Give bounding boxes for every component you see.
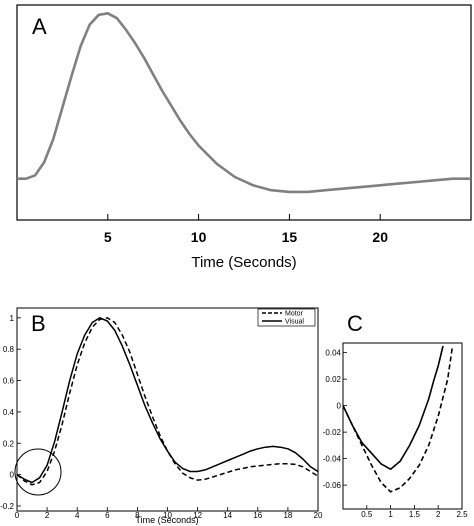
panel-b-legend: Motor Visual	[257, 308, 316, 327]
panel-b-ytick-label: 1	[10, 314, 15, 323]
panel-b-xtick-label: 0	[15, 511, 20, 520]
panel-b-series-motor	[16, 317, 319, 486]
panel-b-ytick-label: 0.8	[3, 345, 15, 354]
panel-c-frame	[342, 342, 463, 510]
panel-b-xtick-label: 8	[135, 511, 140, 520]
panel-a-frame	[16, 4, 472, 221]
panel-c-series-motor	[343, 345, 454, 493]
panel-c-ticks: 0.5 1 1.5 2 2.5 -0.06 -0.04 -0.02 0 0.02 0.04	[323, 349, 468, 519]
panel-b-xtick-label: 16	[253, 511, 262, 520]
panel-b-xtick-label: 18	[283, 511, 292, 520]
panel-c-ytick-label: -0.06	[323, 481, 342, 490]
panel-a-letter: A	[32, 14, 47, 39]
panel-c-plot	[343, 345, 454, 493]
panel-b-ytick-label: 0	[10, 471, 15, 480]
panel-a-series-line	[17, 12, 471, 194]
panel-b-xtick-label: 6	[105, 511, 110, 520]
legend-box	[257, 308, 316, 327]
panel-b-xtick-label: 2	[45, 511, 50, 520]
panel-b-ytick-label: 0.2	[3, 439, 15, 448]
panel-b-ticks: 0 2 4 6 8 10 12 14 16 18 20-0.200.20.40.60.81	[0, 314, 323, 520]
panel-b-ytick-label: 0.6	[3, 377, 15, 386]
panel-c-xtick-label: 1	[388, 510, 393, 519]
panel-b-xtick-label: 10	[163, 511, 172, 520]
panel-b-ytick-label: 0.4	[3, 408, 15, 417]
panel-c-xtick-label: 1.5	[409, 510, 421, 519]
panel-b-xtick-label: 14	[223, 511, 232, 520]
panel-c-xtick-label: 2	[436, 510, 441, 519]
panel-b-annotation-circle	[14, 448, 62, 496]
panel-b-plot	[16, 317, 319, 486]
panel-b-xtick-label: 4	[75, 511, 80, 520]
panel-b-xtick-label: 12	[193, 511, 202, 520]
panel-a-xtick-label: 10	[191, 229, 207, 245]
panel-c-xtick-label: 2.5	[456, 510, 468, 519]
panel-b-ytick-label: -0.2	[0, 502, 14, 511]
panel-a-xtick-label: 15	[282, 229, 298, 245]
legend-motor-label: Motor	[285, 311, 304, 318]
panel-a-xticks: 5 10 15 20	[104, 214, 388, 245]
panel-b-series-visual	[16, 317, 319, 484]
panel-b-letter: B	[31, 311, 46, 336]
panel-b-xlabel: Time (Seconds)	[135, 515, 198, 525]
legend-visual-label: Visual	[285, 319, 304, 326]
panel-c-ytick-label: -0.02	[323, 428, 342, 437]
panel-c-letter: C	[347, 311, 363, 336]
panel-c-ytick-label: 0.04	[325, 349, 341, 358]
panel-c-series-visual	[343, 345, 444, 470]
panel-c-ytick-label: -0.04	[323, 455, 342, 464]
panel-a-xlabel: Time (Seconds)	[191, 254, 296, 271]
panel-b-xtick-label: 20	[314, 511, 323, 520]
panel-a-xtick-label: 20	[372, 229, 388, 245]
panel-a-xtick-label: 5	[104, 229, 112, 245]
panel-c-ytick-label: 0.02	[325, 375, 341, 384]
panel-c-ytick-label: 0	[337, 402, 342, 411]
panel-a-plot	[17, 12, 471, 194]
panel-c-xtick-label: 0.5	[361, 510, 373, 519]
